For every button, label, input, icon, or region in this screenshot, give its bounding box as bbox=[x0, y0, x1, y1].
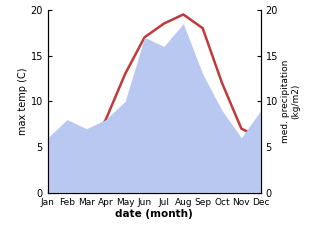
Y-axis label: max temp (C): max temp (C) bbox=[18, 67, 28, 135]
X-axis label: date (month): date (month) bbox=[115, 209, 193, 219]
Y-axis label: med. precipitation
(kg/m2): med. precipitation (kg/m2) bbox=[281, 60, 300, 143]
